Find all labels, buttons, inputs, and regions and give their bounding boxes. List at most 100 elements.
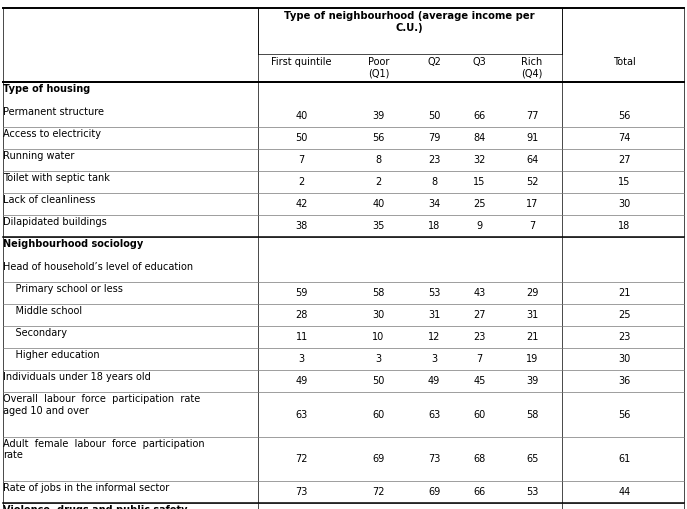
Text: 11: 11: [295, 332, 308, 342]
Text: 59: 59: [295, 288, 308, 298]
Text: Toilet with septic tank: Toilet with septic tank: [3, 173, 111, 183]
Text: 30: 30: [372, 310, 385, 320]
Text: 53: 53: [526, 487, 539, 497]
Text: 39: 39: [526, 376, 538, 386]
Text: 32: 32: [473, 155, 486, 165]
Text: 73: 73: [428, 454, 440, 464]
Text: 91: 91: [526, 133, 538, 143]
Text: 40: 40: [372, 199, 385, 209]
Text: 29: 29: [526, 288, 539, 298]
Text: 21: 21: [618, 288, 631, 298]
Text: 73: 73: [295, 487, 308, 497]
Text: 68: 68: [473, 454, 486, 464]
Text: 19: 19: [526, 354, 538, 364]
Text: 31: 31: [428, 310, 440, 320]
Text: 60: 60: [473, 410, 486, 419]
Text: 58: 58: [372, 288, 385, 298]
Text: 53: 53: [428, 288, 440, 298]
Text: Permanent structure: Permanent structure: [3, 107, 104, 117]
Text: 84: 84: [473, 133, 486, 143]
Text: 27: 27: [473, 310, 486, 320]
Text: 58: 58: [526, 410, 539, 419]
Text: 7: 7: [298, 155, 305, 165]
Text: 3: 3: [431, 354, 437, 364]
Text: 72: 72: [295, 454, 308, 464]
Text: Overall  labour  force  participation  rate
aged 10 and over: Overall labour force participation rate …: [3, 394, 201, 416]
Text: 39: 39: [372, 110, 385, 121]
Text: 23: 23: [618, 332, 631, 342]
Text: 28: 28: [295, 310, 308, 320]
Text: 2: 2: [375, 177, 382, 187]
Text: 44: 44: [618, 487, 631, 497]
Text: 3: 3: [299, 354, 304, 364]
Text: 27: 27: [618, 155, 631, 165]
Text: Q2: Q2: [427, 57, 441, 67]
Text: Individuals under 18 years old: Individuals under 18 years old: [3, 372, 151, 382]
Text: 38: 38: [295, 221, 308, 232]
Text: 9: 9: [477, 221, 482, 232]
Text: 7: 7: [529, 221, 535, 232]
Text: 15: 15: [473, 177, 486, 187]
Text: 52: 52: [526, 177, 539, 187]
Text: Primary school or less: Primary school or less: [3, 284, 123, 294]
Text: 10: 10: [372, 332, 385, 342]
Text: 36: 36: [618, 376, 631, 386]
Text: 50: 50: [295, 133, 308, 143]
Text: Type of housing: Type of housing: [3, 84, 91, 95]
Text: 56: 56: [372, 133, 385, 143]
Text: 50: 50: [428, 110, 440, 121]
Text: 8: 8: [431, 177, 437, 187]
Text: Adult  female  labour  force  participation
rate: Adult female labour force participation …: [3, 439, 205, 460]
Text: 31: 31: [526, 310, 538, 320]
Text: 12: 12: [428, 332, 440, 342]
Text: 30: 30: [618, 354, 631, 364]
Text: 56: 56: [618, 410, 631, 419]
Text: 34: 34: [428, 199, 440, 209]
Text: Violence, drugs and public safety: Violence, drugs and public safety: [3, 505, 188, 509]
Text: 61: 61: [618, 454, 631, 464]
Text: 18: 18: [618, 221, 631, 232]
Text: 3: 3: [376, 354, 381, 364]
Text: Secondary: Secondary: [3, 328, 67, 338]
Text: 30: 30: [618, 199, 631, 209]
Text: 63: 63: [295, 410, 308, 419]
Text: 66: 66: [473, 487, 486, 497]
Text: 50: 50: [372, 376, 385, 386]
Text: Running water: Running water: [3, 151, 75, 161]
Text: 64: 64: [526, 155, 538, 165]
Text: Rate of jobs in the informal sector: Rate of jobs in the informal sector: [3, 483, 170, 493]
Text: 66: 66: [473, 110, 486, 121]
Text: 43: 43: [473, 288, 486, 298]
Text: Poor
(Q1): Poor (Q1): [368, 57, 390, 78]
Text: Dilapidated buildings: Dilapidated buildings: [3, 217, 107, 228]
Text: 25: 25: [473, 199, 486, 209]
Text: 72: 72: [372, 487, 385, 497]
Text: 23: 23: [428, 155, 440, 165]
Text: Access to electricity: Access to electricity: [3, 129, 102, 139]
Text: 49: 49: [428, 376, 440, 386]
Text: 65: 65: [526, 454, 539, 464]
Text: 42: 42: [295, 199, 308, 209]
Text: Total: Total: [613, 57, 636, 67]
Text: 15: 15: [618, 177, 631, 187]
Text: 2: 2: [298, 177, 305, 187]
Text: 17: 17: [526, 199, 539, 209]
Text: 21: 21: [526, 332, 539, 342]
Text: 77: 77: [526, 110, 539, 121]
Text: 18: 18: [428, 221, 440, 232]
Text: 40: 40: [295, 110, 308, 121]
Text: 45: 45: [473, 376, 486, 386]
Text: 69: 69: [428, 487, 440, 497]
Text: First quintile: First quintile: [271, 57, 332, 67]
Text: 63: 63: [428, 410, 440, 419]
Text: 49: 49: [295, 376, 308, 386]
Text: Rich
(Q4): Rich (Q4): [521, 57, 543, 78]
Text: 7: 7: [476, 354, 483, 364]
Text: 69: 69: [372, 454, 385, 464]
Text: Type of neighbourhood (average income per
C.U.): Type of neighbourhood (average income pe…: [284, 11, 535, 33]
Text: Head of household’s level of education: Head of household’s level of education: [3, 262, 194, 272]
Text: 23: 23: [473, 332, 486, 342]
Text: Q3: Q3: [473, 57, 486, 67]
Text: 35: 35: [372, 221, 385, 232]
Text: 79: 79: [428, 133, 440, 143]
